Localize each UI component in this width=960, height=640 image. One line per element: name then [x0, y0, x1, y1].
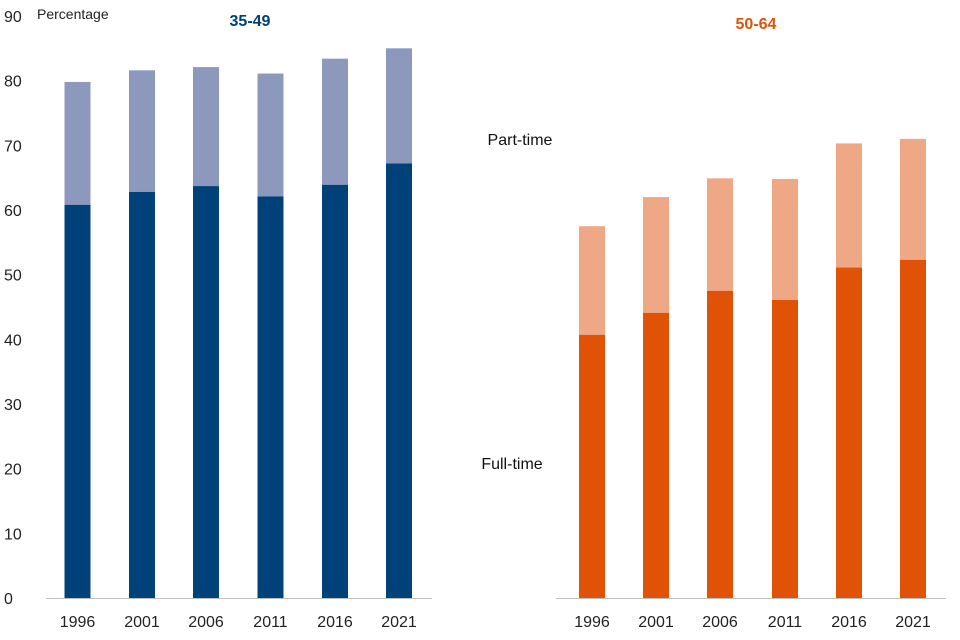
y-tick-label: 80 [4, 74, 22, 91]
y-tick-label: 30 [4, 397, 22, 414]
y-tick-label: 40 [4, 332, 22, 349]
bar-full-time [579, 334, 605, 598]
bar-full-time [193, 186, 219, 598]
bar-full-time [900, 259, 926, 598]
bar-part-time [900, 138, 926, 260]
bar-full-time [129, 191, 155, 599]
y-axis: 0 10 20 30 40 50 60 70 80 90 [4, 9, 22, 608]
x-tick-label: 2001 [124, 614, 160, 631]
x-tick-label: 2021 [381, 614, 417, 631]
bar-part-time [579, 226, 605, 335]
part-time-label: Part-time [488, 132, 553, 149]
x-tick-label: 2006 [702, 614, 738, 631]
y-axis-unit-label: Percentage [37, 6, 109, 22]
bar-part-time [257, 73, 284, 197]
y-tick-label: 20 [4, 462, 22, 479]
x-tick-label: 2006 [188, 614, 224, 631]
y-tick-label: 0 [4, 591, 13, 608]
x-tick-label: 2011 [253, 614, 288, 631]
y-tick-label: 50 [4, 268, 22, 285]
x-tick-label: 2021 [895, 614, 931, 631]
x-tick-label: 2001 [638, 614, 674, 631]
x-tick-label: 1996 [60, 614, 96, 631]
bar-part-time [193, 67, 219, 187]
bar-part-time [386, 48, 412, 164]
bar-part-time [772, 178, 798, 300]
bar-part-time [129, 70, 155, 192]
bar-full-time [643, 312, 669, 598]
y-tick-label: 60 [4, 203, 22, 220]
bar-full-time [772, 299, 798, 598]
bar-full-time [707, 290, 733, 598]
bar-full-time [64, 204, 91, 598]
y-tick-label: 10 [4, 526, 22, 543]
group-title-35-49: 35-49 [230, 13, 271, 30]
x-axis: 1996 2001 2006 2011 2016 2021 1996 2001 2006 2011… [46, 598, 946, 631]
full-time-label: Full-time [481, 456, 542, 473]
group-title-50-64: 50-64 [736, 16, 777, 33]
y-tick-label: 70 [4, 138, 22, 155]
x-tick-label: 2016 [317, 614, 353, 631]
bar-full-time [836, 267, 862, 598]
bars-layer [64, 48, 926, 599]
x-tick-label: 2011 [768, 614, 803, 631]
bar-part-time [322, 58, 348, 185]
bar-part-time [707, 178, 733, 291]
bar-full-time [322, 184, 348, 598]
bar-part-time [643, 197, 669, 313]
x-tick-label: 1996 [574, 614, 610, 631]
bar-full-time [257, 196, 284, 599]
bar-part-time [836, 143, 862, 268]
bar-full-time [386, 163, 412, 598]
bar-part-time [64, 81, 91, 205]
y-tick-label: 90 [4, 9, 22, 26]
x-tick-label: 2016 [831, 614, 867, 631]
